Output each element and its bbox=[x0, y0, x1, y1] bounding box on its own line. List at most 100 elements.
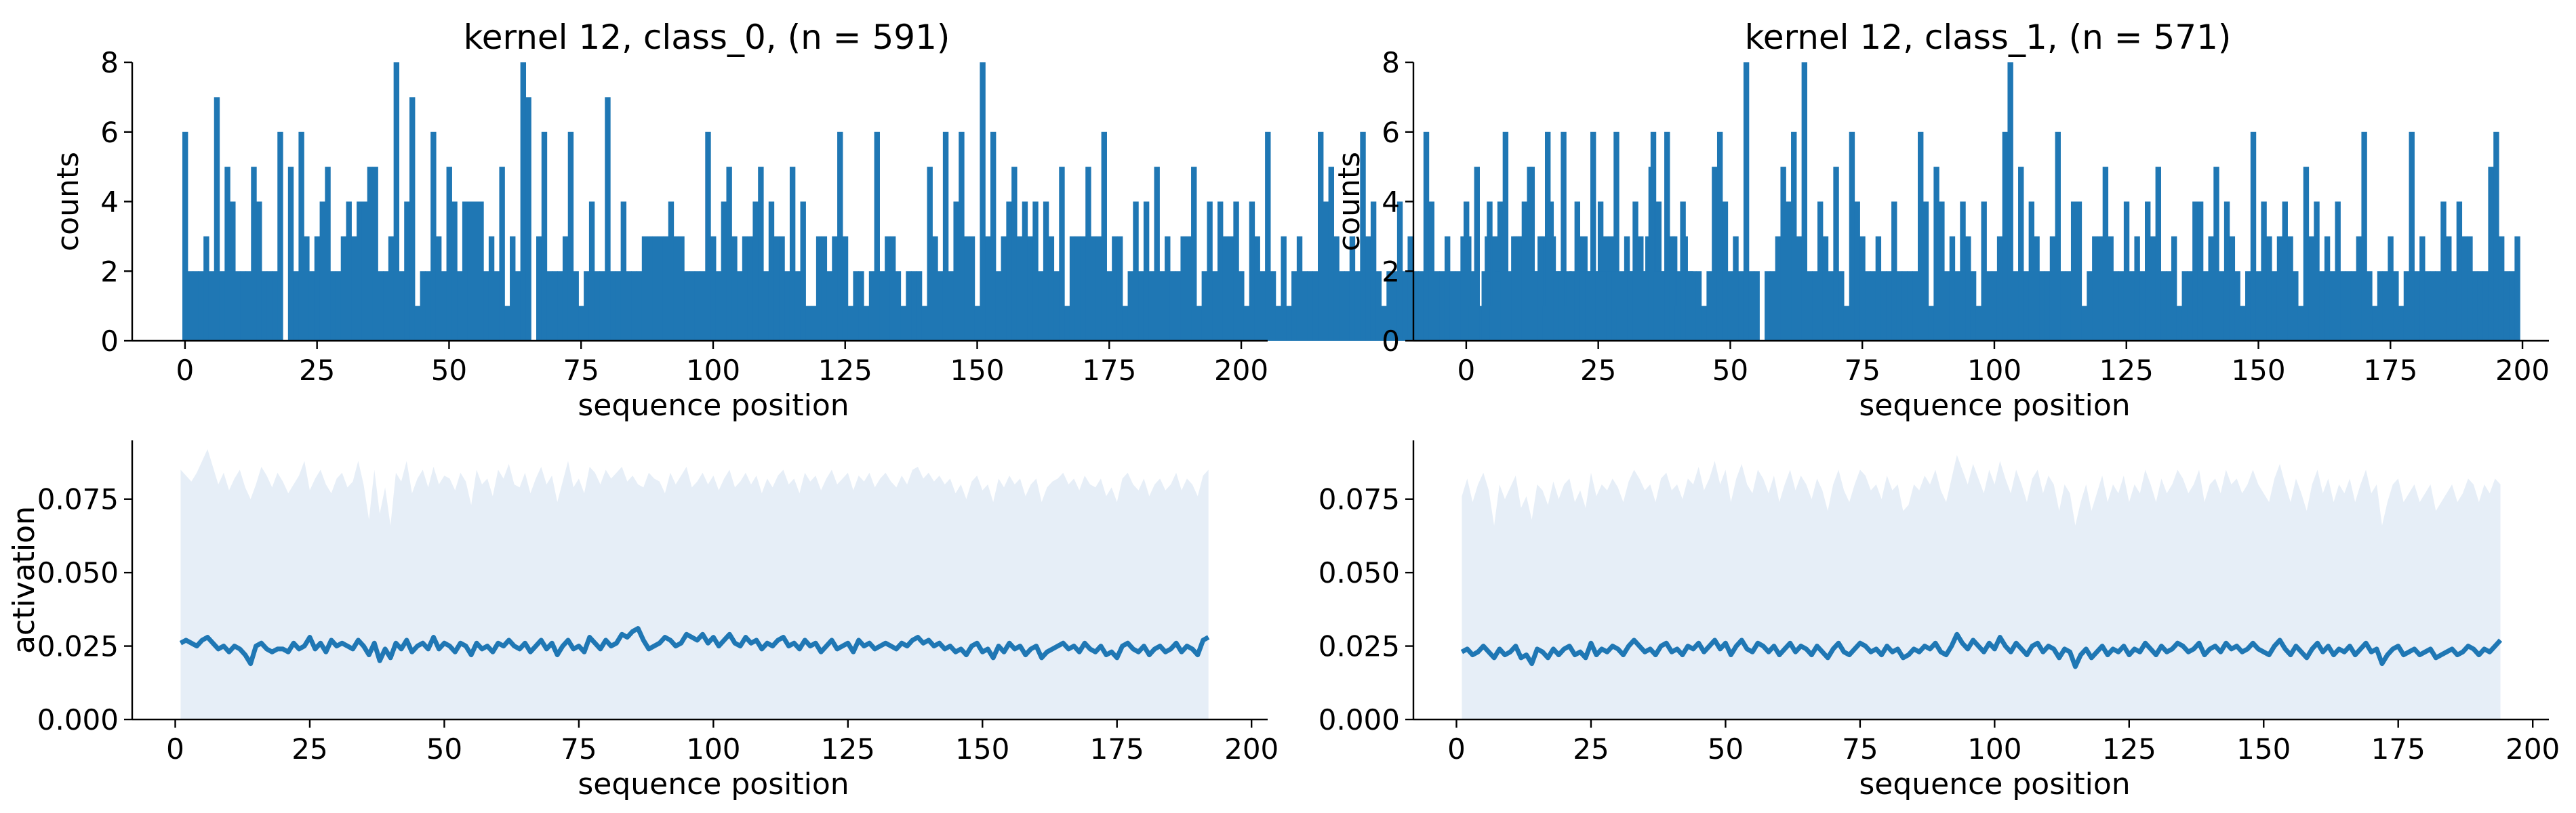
bar bbox=[773, 236, 780, 341]
bar bbox=[1048, 236, 1055, 341]
bar bbox=[2440, 201, 2447, 341]
bar bbox=[1886, 271, 1892, 341]
bar bbox=[2472, 271, 2478, 341]
bar bbox=[1112, 236, 1118, 341]
bar bbox=[1896, 271, 1903, 341]
bar bbox=[1561, 131, 1567, 341]
bar bbox=[620, 201, 627, 341]
chart-3: 0 25 50 75 100 125 150 175 200 0.000 0.025 0.050 0.0… bbox=[7, 440, 2560, 801]
bar bbox=[298, 131, 304, 341]
bar bbox=[1186, 236, 1192, 341]
bar bbox=[2229, 236, 2236, 341]
bar bbox=[451, 201, 458, 341]
bar bbox=[647, 236, 653, 341]
x-tick-label: 200 bbox=[2505, 732, 2560, 766]
bar bbox=[652, 236, 658, 341]
bar bbox=[2049, 236, 2056, 341]
x-tick-label: 0 bbox=[176, 354, 195, 387]
bar bbox=[927, 167, 933, 341]
bar bbox=[794, 271, 801, 341]
bar bbox=[1624, 236, 1630, 341]
bar bbox=[488, 236, 495, 341]
bar bbox=[1923, 201, 1929, 341]
bar bbox=[1481, 271, 1487, 341]
bar bbox=[1085, 167, 1091, 341]
bar bbox=[1201, 271, 1208, 341]
bar bbox=[1043, 201, 1049, 341]
bar bbox=[1243, 306, 1250, 341]
bar bbox=[2097, 236, 2104, 341]
bar bbox=[1933, 167, 1939, 341]
bar bbox=[658, 236, 664, 341]
bar bbox=[1318, 131, 1324, 341]
bar bbox=[2514, 236, 2520, 341]
bar bbox=[2181, 271, 2188, 341]
bar bbox=[805, 306, 811, 341]
bar bbox=[2208, 236, 2214, 341]
bar bbox=[1653, 271, 1659, 341]
bar bbox=[578, 306, 584, 341]
bar bbox=[1074, 236, 1081, 341]
bar bbox=[1080, 236, 1086, 341]
bar bbox=[1138, 271, 1144, 341]
bar bbox=[932, 236, 938, 341]
y-tick-label: 2 bbox=[1382, 255, 1400, 288]
bar bbox=[1613, 131, 1619, 341]
bar bbox=[552, 271, 558, 341]
bar bbox=[2467, 236, 2473, 341]
bar bbox=[230, 201, 236, 341]
bar bbox=[969, 236, 975, 341]
bar bbox=[1307, 271, 1313, 341]
bar bbox=[2377, 271, 2383, 341]
bar bbox=[1765, 271, 1771, 341]
bar bbox=[2139, 271, 2146, 341]
x-tick-label: 100 bbox=[686, 732, 740, 766]
bar bbox=[1627, 271, 1633, 341]
bar bbox=[826, 271, 832, 341]
bar bbox=[414, 306, 421, 341]
bar bbox=[462, 201, 468, 341]
bar bbox=[689, 271, 696, 341]
bar bbox=[1970, 271, 1977, 341]
bar bbox=[2261, 201, 2267, 341]
y-tick-label: 0 bbox=[1382, 325, 1400, 358]
x-tick-label: 50 bbox=[426, 732, 462, 766]
x-tick-label: 100 bbox=[686, 354, 740, 387]
bar bbox=[1986, 271, 1992, 341]
bar bbox=[1169, 271, 1176, 341]
bar bbox=[980, 62, 986, 341]
y-axis-label: activation bbox=[7, 506, 41, 654]
bar bbox=[1489, 306, 1496, 341]
bar bbox=[1360, 131, 1366, 341]
bar bbox=[2250, 131, 2257, 341]
bar bbox=[409, 97, 416, 341]
bar bbox=[2155, 167, 2161, 341]
bar bbox=[2197, 201, 2204, 341]
bar bbox=[1418, 271, 1424, 341]
bar bbox=[700, 271, 706, 341]
bar bbox=[1091, 236, 1097, 341]
bar bbox=[308, 271, 315, 341]
bar bbox=[2202, 271, 2209, 341]
x-tick-label: 0 bbox=[1447, 732, 1466, 766]
bar bbox=[1638, 236, 1644, 341]
bar bbox=[567, 131, 574, 341]
bar bbox=[1500, 236, 1506, 341]
bar bbox=[2293, 271, 2299, 341]
bar bbox=[1485, 236, 1491, 341]
bar bbox=[430, 131, 437, 341]
bar bbox=[2087, 271, 2093, 341]
bar bbox=[1632, 201, 1638, 341]
bar bbox=[938, 271, 944, 341]
bar bbox=[425, 271, 431, 341]
bar bbox=[1875, 236, 1882, 341]
bar bbox=[1101, 131, 1107, 341]
bar bbox=[1175, 271, 1182, 341]
bar bbox=[1817, 201, 1824, 341]
bar bbox=[906, 271, 912, 341]
bar bbox=[2493, 131, 2499, 341]
x-tick-label: 175 bbox=[2371, 732, 2426, 766]
bar bbox=[1333, 236, 1340, 341]
bar bbox=[1786, 201, 1792, 341]
